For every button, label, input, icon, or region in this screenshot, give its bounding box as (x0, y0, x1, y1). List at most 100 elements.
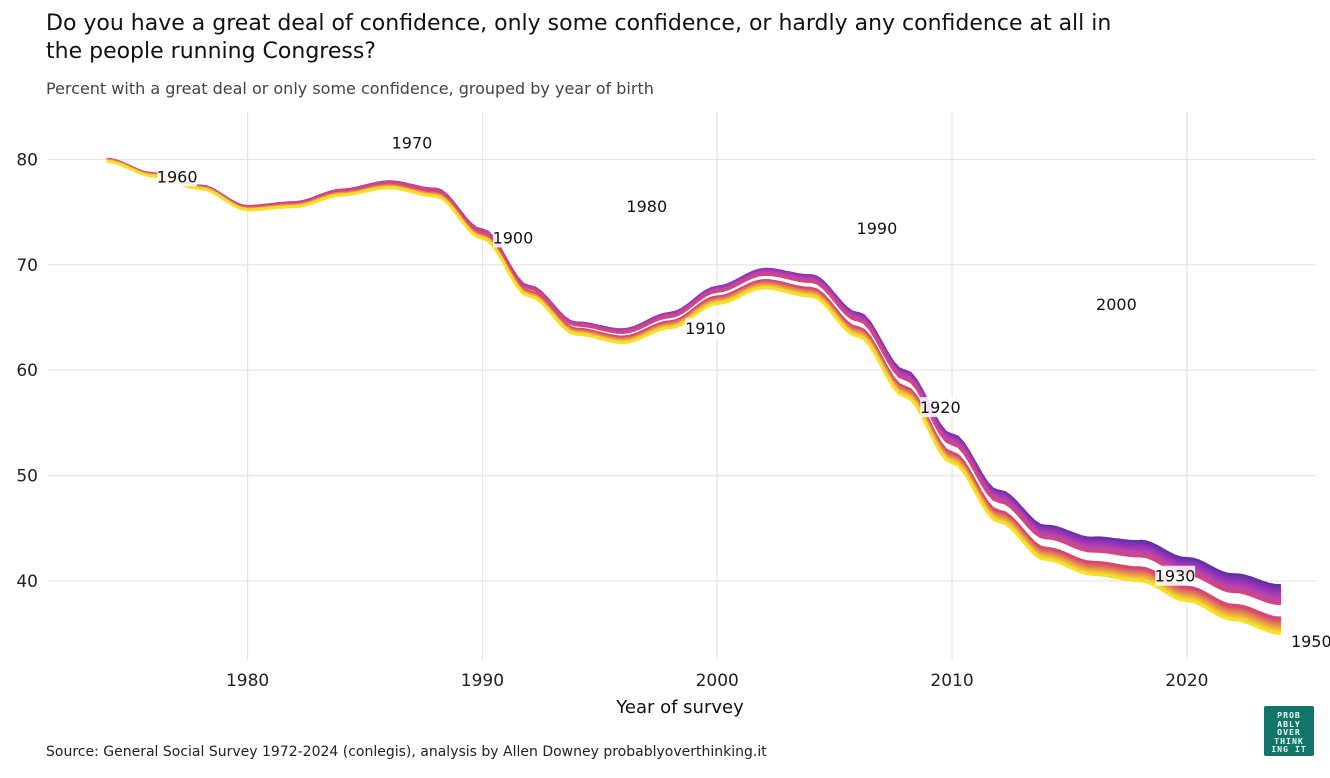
cohort-line (176, 178, 1281, 599)
logo-line: PROB (1277, 710, 1301, 720)
cohort-line (482, 228, 1281, 595)
cohort-line (106, 158, 1281, 601)
x-tick-label: 2000 (696, 671, 739, 691)
cohort-line (810, 274, 1281, 591)
cohort-line (833, 293, 1281, 590)
x-tick-label: 1990 (461, 671, 504, 691)
cohort-line (106, 159, 1281, 629)
y-tick-label: 70 (16, 256, 38, 276)
y-tick-label: 50 (16, 467, 38, 487)
cohort-line (271, 180, 1281, 597)
probably-overthinking-logo[interactable]: PROB ABLY OVER THINK ING IT (1264, 706, 1314, 756)
cohort-line (529, 269, 1281, 594)
cohort-line (106, 159, 1281, 629)
cohort-label: 1970 (392, 134, 433, 153)
cohort-line (106, 158, 1281, 603)
logo-line: OVER (1277, 727, 1301, 738)
cohort-line (247, 180, 1281, 598)
cohort-line (106, 159, 1281, 632)
chart-title: Do you have a great deal of confidence, … (46, 11, 1112, 64)
cohort-line (106, 159, 1281, 631)
x-tick-label: 2020 (1165, 671, 1208, 691)
cohort-line (106, 158, 1281, 604)
cohort-label-bg (492, 227, 533, 248)
cohort-label-bg (157, 166, 198, 187)
cohort-label: 1920 (920, 398, 961, 417)
cohort-line (106, 158, 1281, 625)
cohort-line (106, 158, 1281, 602)
cohort-line (106, 158, 1281, 601)
cohort-label: 1980 (626, 197, 667, 216)
cohort-label-bg (626, 195, 667, 216)
cohort-label-bg (391, 132, 432, 153)
x-tick-label: 2010 (930, 671, 973, 691)
cohort-line (317, 180, 1281, 597)
axis-ticks: 40 50 60 70 80 1980 1990 2000 2010 2020 (16, 150, 1208, 691)
cohort-label: 2000 (1096, 295, 1137, 314)
cohort-line (106, 158, 1281, 601)
cohort-line (106, 159, 1281, 633)
cohort-line (106, 157, 1281, 600)
cohort-line (106, 157, 1281, 600)
cohort-line (106, 159, 1281, 630)
cohort-line (435, 187, 1281, 595)
cohort-line (223, 180, 1281, 598)
cohort-line (458, 208, 1281, 595)
cohort-line (106, 159, 1281, 633)
cohort-line (106, 158, 1281, 603)
cohort-label-bg (1291, 631, 1330, 652)
cohort-label: 1900 (493, 228, 534, 247)
cohort-line (106, 159, 1281, 631)
cohort-line (106, 158, 1281, 604)
logo-line: THINK (1274, 735, 1304, 746)
cohort-line (294, 180, 1281, 597)
cohort-line (880, 341, 1281, 590)
cohort-line (106, 158, 1281, 603)
y-tick-label: 80 (16, 150, 38, 170)
cohort-line (904, 369, 1281, 589)
cohort-labels: 1900 1910 1920 1930 1950 1960 1970 1980 1990 2000 (157, 132, 1330, 652)
cohort-line (717, 267, 1281, 592)
y-tick-label: 40 (16, 572, 38, 592)
cohort-line (693, 268, 1281, 592)
cohort-label-bg (920, 397, 961, 418)
logo-line: ING IT (1271, 744, 1307, 755)
cohort-line (106, 157, 1281, 599)
cohort-line (106, 157, 1281, 600)
cohort-label-bg (1155, 565, 1196, 586)
cohort-line (505, 257, 1281, 595)
source-note: Source: General Social Survey 1972-2024 … (46, 744, 767, 760)
cohort-line (740, 267, 1281, 592)
cohort-line (857, 311, 1281, 590)
cohort-line (106, 158, 1281, 602)
y-tick-label: 60 (16, 361, 38, 381)
cohort-line (411, 183, 1281, 596)
cohort-line (106, 159, 1281, 628)
cohort-line (129, 165, 1281, 599)
x-tick-label: 1980 (226, 671, 269, 691)
cohort-line (106, 159, 1281, 630)
cohort-label: 1930 (1155, 567, 1196, 586)
cohort-line (200, 180, 1281, 598)
cohort-line (106, 158, 1281, 603)
cohort-line (106, 160, 1281, 634)
cohort-label-bg (1096, 293, 1137, 314)
cohort-line (106, 159, 1281, 632)
cohort-label: 1910 (685, 319, 726, 338)
cohort-label: 1950 (1291, 632, 1330, 651)
cohort-line (106, 159, 1281, 628)
cohort-line (106, 158, 1281, 605)
cohort-line (106, 158, 1281, 602)
cohort-label: 1960 (157, 167, 198, 186)
cohort-line (646, 268, 1281, 593)
cohort-lines (106, 157, 1281, 635)
cohort-label: 1990 (857, 219, 898, 238)
cohort-label-bg (856, 217, 897, 238)
cohort-line (106, 158, 1281, 602)
x-axis-label: Year of survey (615, 697, 744, 718)
chart-subtitle: Percent with a great deal or only some c… (46, 79, 654, 98)
cohort-line (106, 157, 1281, 601)
cohort-label-bg (685, 318, 726, 339)
cohort-line (106, 158, 1281, 625)
